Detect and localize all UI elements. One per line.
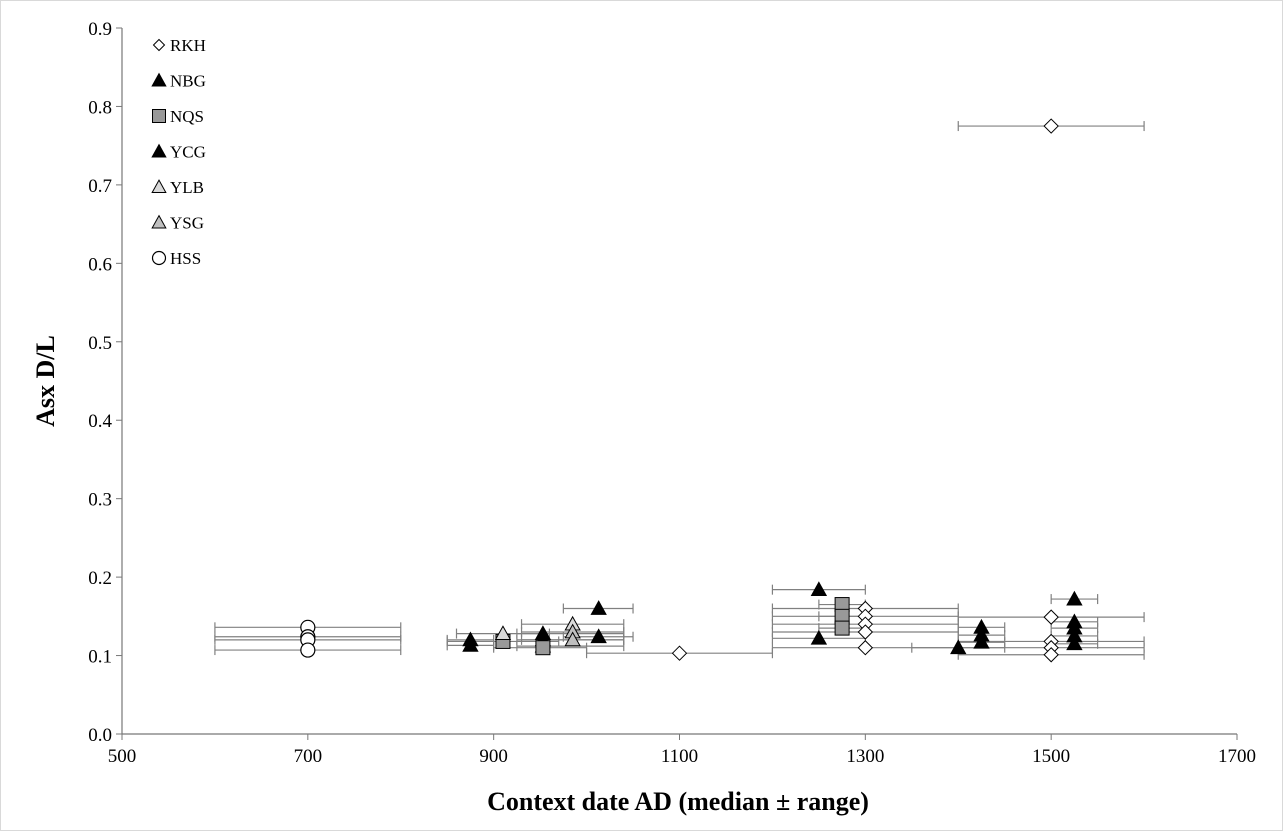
- point-ycg: [973, 633, 990, 649]
- point-ycg: [1066, 635, 1083, 651]
- point-ycg: [590, 628, 607, 644]
- legend-marker-nbg: [151, 72, 167, 87]
- point-rkh: [857, 624, 874, 640]
- y-axis-title: Asx D/L: [31, 335, 60, 427]
- y-tick-label: 0.3: [88, 490, 112, 511]
- y-tick-label: 0.0: [88, 725, 112, 746]
- y-tick-label: 0.6: [88, 254, 112, 275]
- legend-label-hss: HSS: [170, 249, 201, 268]
- x-tick-label: 900: [479, 746, 508, 767]
- legend-label-nbg: NBG: [170, 72, 206, 91]
- x-tick-label: 1700: [1218, 746, 1256, 767]
- point-ycg: [1066, 590, 1083, 606]
- data-points: [300, 118, 1083, 663]
- legend-label-ycg: YCG: [170, 143, 206, 162]
- legend-label-nqs: NQS: [170, 107, 204, 126]
- x-tick-label: 500: [108, 746, 137, 767]
- point-rkh: [857, 640, 874, 656]
- legend-marker-nqs: [152, 109, 166, 123]
- x-axis-title: Context date AD (median ± range): [487, 787, 869, 816]
- legend-marker-hss: [151, 250, 167, 266]
- y-tick-label: 0.8: [88, 97, 112, 118]
- point-rkh: [671, 645, 688, 661]
- y-tick-label: 0.1: [88, 647, 112, 668]
- x-tick-label: 1500: [1032, 746, 1070, 767]
- point-ycg: [950, 639, 967, 655]
- point-hss: [300, 642, 316, 658]
- legend-label-ysg: YSG: [170, 214, 204, 233]
- x-tick-label: 700: [294, 746, 323, 767]
- legend-label-ylb: YLB: [170, 178, 204, 197]
- point-nbg: [462, 636, 479, 652]
- point-ylb: [494, 625, 512, 640]
- point-ycg: [810, 629, 828, 645]
- legend-marker-rkh: [152, 38, 166, 52]
- y-tick-label: 0.9: [88, 19, 112, 40]
- legend: RKH NBG NQS YCG YLB YSG HSS: [151, 36, 206, 268]
- x-tick-label: 1300: [846, 746, 884, 767]
- y-tick-label: 0.2: [88, 568, 112, 589]
- legend-marker-ycg: [151, 143, 167, 158]
- tick-labels: 500 700 900 1100 1300 1500 1700 0.0 0.1 0.2 0.3 0.4…: [88, 19, 1256, 767]
- point-nqs: [834, 620, 850, 636]
- point-rkh: [1043, 609, 1059, 625]
- point-rkh: [1043, 118, 1059, 134]
- y-tick-label: 0.5: [88, 333, 112, 354]
- legend-marker-ylb: [151, 179, 167, 193]
- axes: [116, 27, 1238, 740]
- point-rkh: [1043, 647, 1059, 663]
- point-ysg: [564, 631, 581, 647]
- x-tick-label: 1100: [661, 746, 698, 767]
- point-ycg: [810, 581, 828, 597]
- legend-marker-ysg: [151, 214, 167, 229]
- legend-label-rkh: RKH: [170, 36, 206, 55]
- point-nqs: [535, 640, 551, 656]
- y-tick-label: 0.7: [88, 176, 112, 197]
- point-ycg: [590, 600, 607, 615]
- y-tick-label: 0.4: [88, 411, 112, 432]
